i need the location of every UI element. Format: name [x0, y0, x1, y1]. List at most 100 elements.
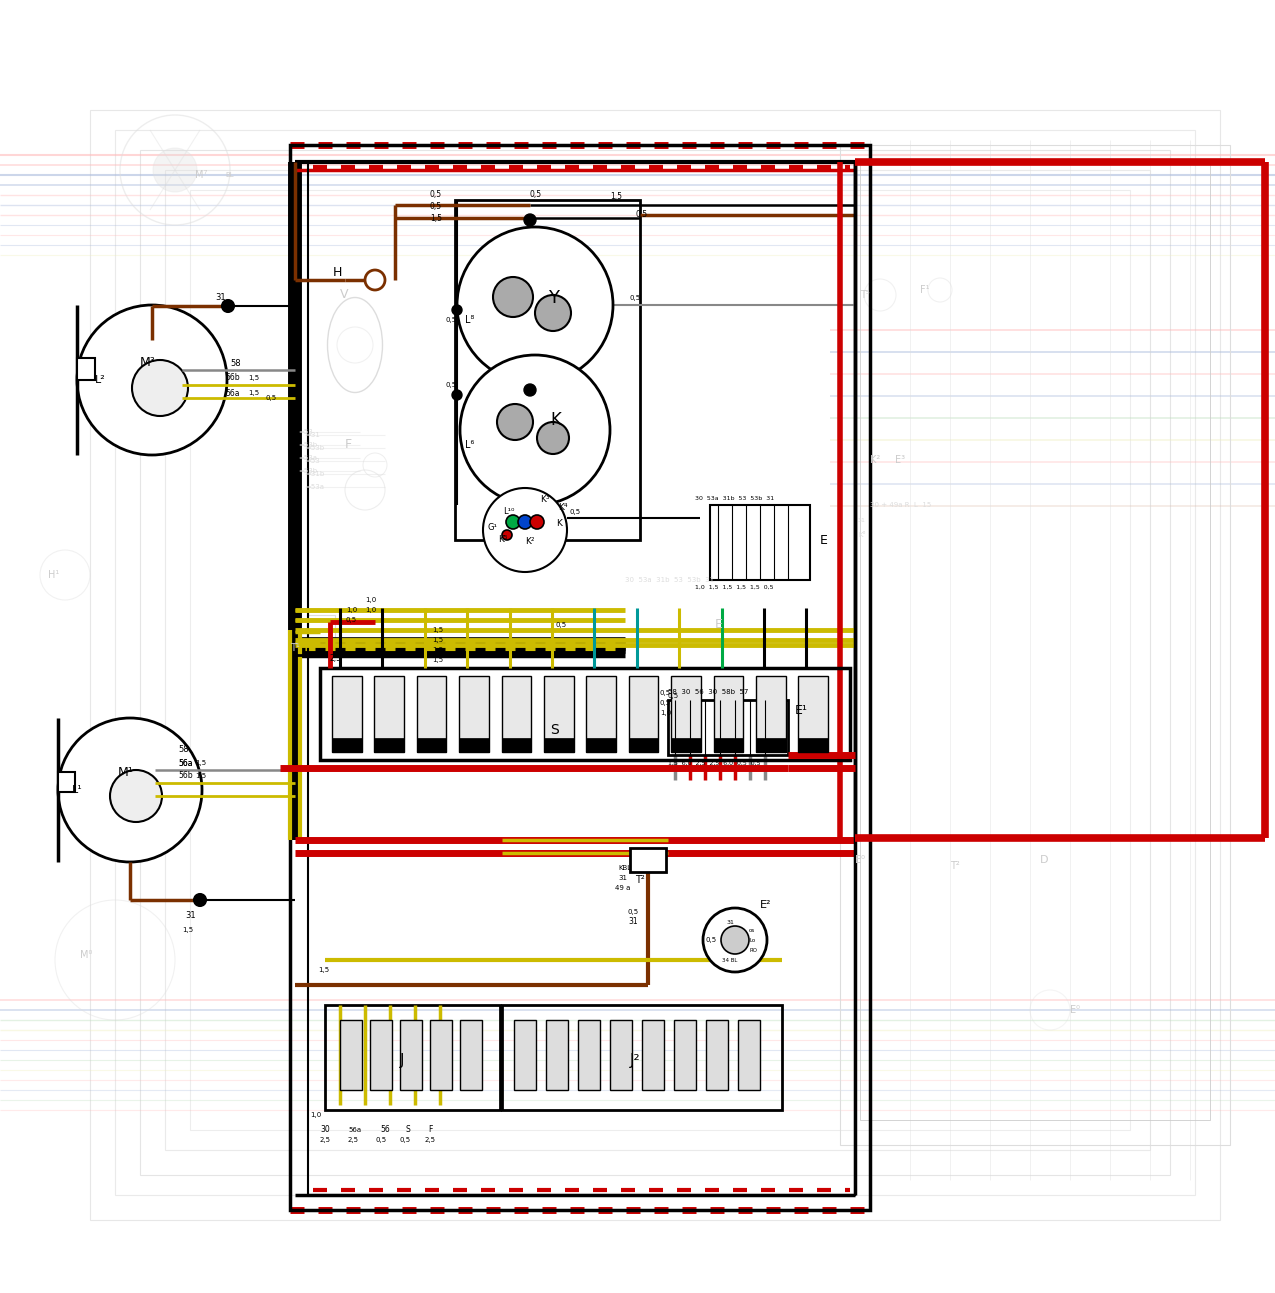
Bar: [115, 131, 1195, 1195]
Text: 1,5: 1,5: [609, 191, 622, 200]
Bar: [501, 738, 532, 753]
Text: 0,5: 0,5: [668, 693, 680, 700]
Text: L⁸: L⁸: [465, 315, 474, 325]
Bar: [630, 848, 666, 871]
Circle shape: [524, 384, 536, 396]
Text: 0,5: 0,5: [430, 203, 442, 212]
Circle shape: [460, 356, 609, 506]
Circle shape: [453, 305, 462, 315]
Text: 0,5: 0,5: [265, 394, 277, 401]
Text: L²: L²: [96, 375, 106, 385]
Bar: [459, 738, 488, 753]
Circle shape: [524, 215, 536, 226]
Text: 1,5: 1,5: [432, 637, 444, 643]
Bar: [57, 772, 75, 793]
Text: M⁰: M⁰: [80, 950, 92, 959]
Text: 2,5: 2,5: [348, 1137, 360, 1143]
Text: 0,5: 0,5: [430, 190, 442, 199]
Bar: [459, 676, 488, 753]
Bar: [586, 676, 616, 753]
Bar: [417, 738, 446, 753]
Text: 2,5: 2,5: [330, 653, 342, 662]
Text: 30 + 49a R  L  15: 30 + 49a R L 15: [870, 502, 931, 508]
Bar: [544, 676, 574, 753]
Text: 0,5: 0,5: [555, 622, 566, 628]
Text: K⁶: K⁶: [858, 531, 866, 538]
Text: 30: 30: [320, 1125, 330, 1134]
Text: 1,0: 1,0: [310, 1112, 321, 1118]
Bar: [609, 1020, 632, 1090]
Bar: [629, 676, 658, 753]
Text: 1,5: 1,5: [432, 646, 444, 653]
Bar: [325, 1005, 500, 1109]
Circle shape: [506, 515, 520, 529]
Bar: [586, 738, 616, 753]
Text: 56b: 56b: [179, 772, 193, 781]
Text: K²: K²: [525, 538, 534, 547]
Text: 0,5: 0,5: [445, 317, 456, 323]
Text: 31: 31: [858, 517, 866, 522]
Text: E³: E³: [895, 455, 905, 465]
Text: 1,0: 1,0: [346, 606, 357, 613]
Bar: [710, 506, 810, 581]
Text: 30  53a  31b  53  53b  31: 30 53a 31b 53 53b 31: [625, 577, 714, 583]
Text: 56b: 56b: [224, 374, 240, 383]
Text: 1,5: 1,5: [430, 213, 442, 222]
Text: T²: T²: [635, 875, 645, 884]
Text: =53: =53: [298, 429, 312, 434]
Bar: [190, 190, 1130, 1130]
Text: D: D: [1040, 855, 1048, 865]
Text: RO: RO: [748, 948, 757, 953]
Bar: [417, 676, 446, 753]
Circle shape: [110, 771, 162, 822]
Text: 2,5: 2,5: [425, 1137, 436, 1143]
Text: 0,5: 0,5: [660, 700, 671, 706]
Circle shape: [456, 228, 613, 383]
Bar: [375, 676, 404, 753]
Bar: [289, 145, 870, 1210]
Bar: [798, 738, 827, 753]
Bar: [840, 145, 1230, 1146]
Bar: [400, 1020, 422, 1090]
Bar: [501, 676, 532, 753]
Circle shape: [703, 908, 768, 972]
Text: 56a: 56a: [348, 1127, 361, 1133]
Text: K: K: [556, 518, 562, 528]
Circle shape: [720, 926, 748, 954]
Bar: [320, 668, 850, 760]
Bar: [332, 738, 362, 753]
Text: K²: K²: [870, 455, 880, 465]
Text: os: os: [748, 927, 755, 932]
Bar: [671, 676, 701, 753]
Text: K: K: [550, 411, 561, 429]
Text: E: E: [820, 534, 827, 547]
Text: 56a: 56a: [179, 759, 193, 768]
Text: E⁰: E⁰: [1070, 1005, 1080, 1015]
Text: S: S: [405, 1125, 409, 1134]
Text: 31: 31: [215, 294, 226, 303]
Bar: [629, 738, 658, 753]
Bar: [340, 1020, 362, 1090]
Text: 2,5: 2,5: [320, 1137, 332, 1143]
Bar: [430, 1020, 453, 1090]
Circle shape: [502, 530, 513, 540]
Text: =53a: =53a: [298, 455, 317, 462]
Text: 1,5: 1,5: [317, 967, 329, 974]
Text: =31b: =31b: [305, 471, 324, 477]
Bar: [546, 1020, 567, 1090]
Text: K⁴: K⁴: [558, 503, 567, 512]
Text: 1,5: 1,5: [182, 927, 193, 934]
Text: 0,5: 0,5: [445, 381, 456, 388]
Text: 56: 56: [380, 1125, 390, 1134]
Text: 30  53a  31b  53  53b  31: 30 53a 31b 53 53b 31: [695, 495, 774, 500]
Text: =53: =53: [305, 458, 320, 464]
Text: 0,5: 0,5: [346, 617, 357, 623]
Text: S: S: [550, 723, 558, 737]
Bar: [671, 738, 701, 753]
Text: 1,5: 1,5: [195, 760, 207, 765]
Text: M⁷: M⁷: [195, 169, 208, 180]
Text: 0,5: 0,5: [629, 909, 639, 915]
Text: Lo: Lo: [748, 937, 755, 943]
Text: J²: J²: [630, 1053, 640, 1068]
Text: L¹: L¹: [71, 785, 83, 795]
